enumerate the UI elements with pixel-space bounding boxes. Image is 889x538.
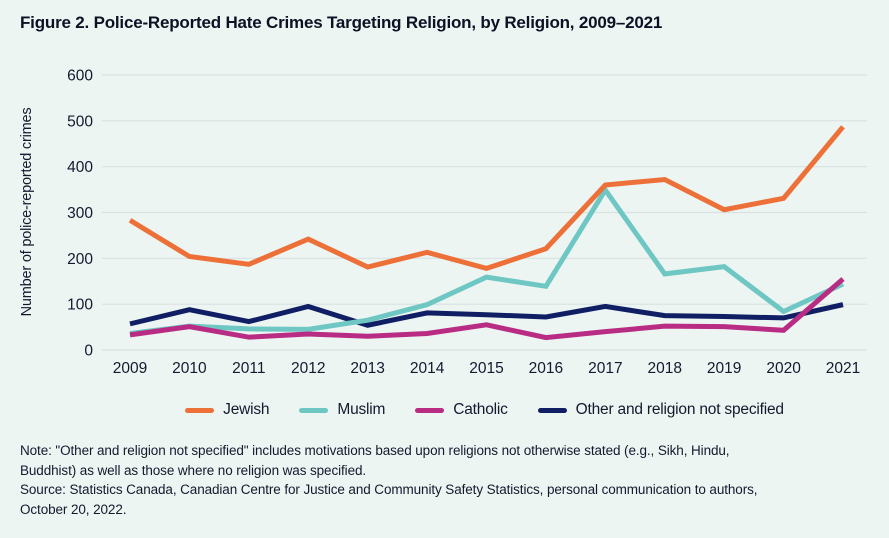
series-line-muslim <box>129 185 845 336</box>
series-line-other <box>129 302 844 328</box>
legend-swatch-catholic <box>415 407 445 413</box>
x-tick-label: 2021 <box>826 360 860 377</box>
figure-notes: Note: "Other and religion not specified"… <box>20 441 876 519</box>
legend-label-jewish: Jewish <box>223 401 270 418</box>
legend-item-jewish: Jewish <box>185 401 270 419</box>
y-tick-label: 200 <box>67 251 93 268</box>
x-tick-label: 2010 <box>172 360 207 377</box>
x-tick-label: 2017 <box>588 360 622 377</box>
x-tick-label: 2014 <box>410 360 445 377</box>
series-line-catholic <box>129 277 845 341</box>
series-line-jewish <box>128 125 845 272</box>
source-line: Source: Statistics Canada, Canadian Cent… <box>20 482 758 497</box>
source-line: October 20, 2022. <box>20 501 127 517</box>
legend-item-catholic: Catholic <box>415 401 508 419</box>
legend-swatch-other <box>537 407 567 413</box>
x-tick-label: 2011 <box>232 360 265 377</box>
figure-title: Figure 2. Police-Reported Hate Crimes Ta… <box>20 13 663 32</box>
x-tick-label: 2020 <box>766 360 801 377</box>
x-tick-label: 2013 <box>350 360 384 377</box>
note-line: Note: "Other and religion not specified"… <box>20 443 730 458</box>
legend-label-muslim: Muslim <box>337 401 386 418</box>
note-line: Buddhist) as well as those where no reli… <box>20 462 367 478</box>
y-tick-label: 300 <box>67 205 93 222</box>
legend-label-other: Other and religion not specified <box>575 401 784 418</box>
x-tick-label: 2018 <box>648 360 682 377</box>
y-axis-title: Number of police-reported crimes <box>19 108 35 317</box>
legend-item-muslim: Muslim <box>299 401 385 419</box>
y-tick-label: 500 <box>67 113 93 130</box>
y-tick-label: 100 <box>67 297 93 314</box>
x-tick-label: 2016 <box>529 360 563 377</box>
x-tick-label: 2012 <box>291 360 325 377</box>
legend-swatch-jewish <box>185 407 215 413</box>
legend-swatch-muslim <box>299 407 329 413</box>
chart-legend: Jewish Muslim Catholic Other and religion n… <box>102 398 867 422</box>
x-tick-label: 2015 <box>469 360 503 377</box>
legend-label-catholic: Catholic <box>453 401 508 418</box>
y-tick-label: 400 <box>67 159 93 176</box>
x-tick-label: 2009 <box>113 360 147 377</box>
y-tick-label: 0 <box>84 343 93 360</box>
legend-item-other: Other and religion not specified <box>537 401 784 419</box>
y-tick-label: 600 <box>67 68 93 85</box>
x-tick-label: 2019 <box>707 360 741 377</box>
